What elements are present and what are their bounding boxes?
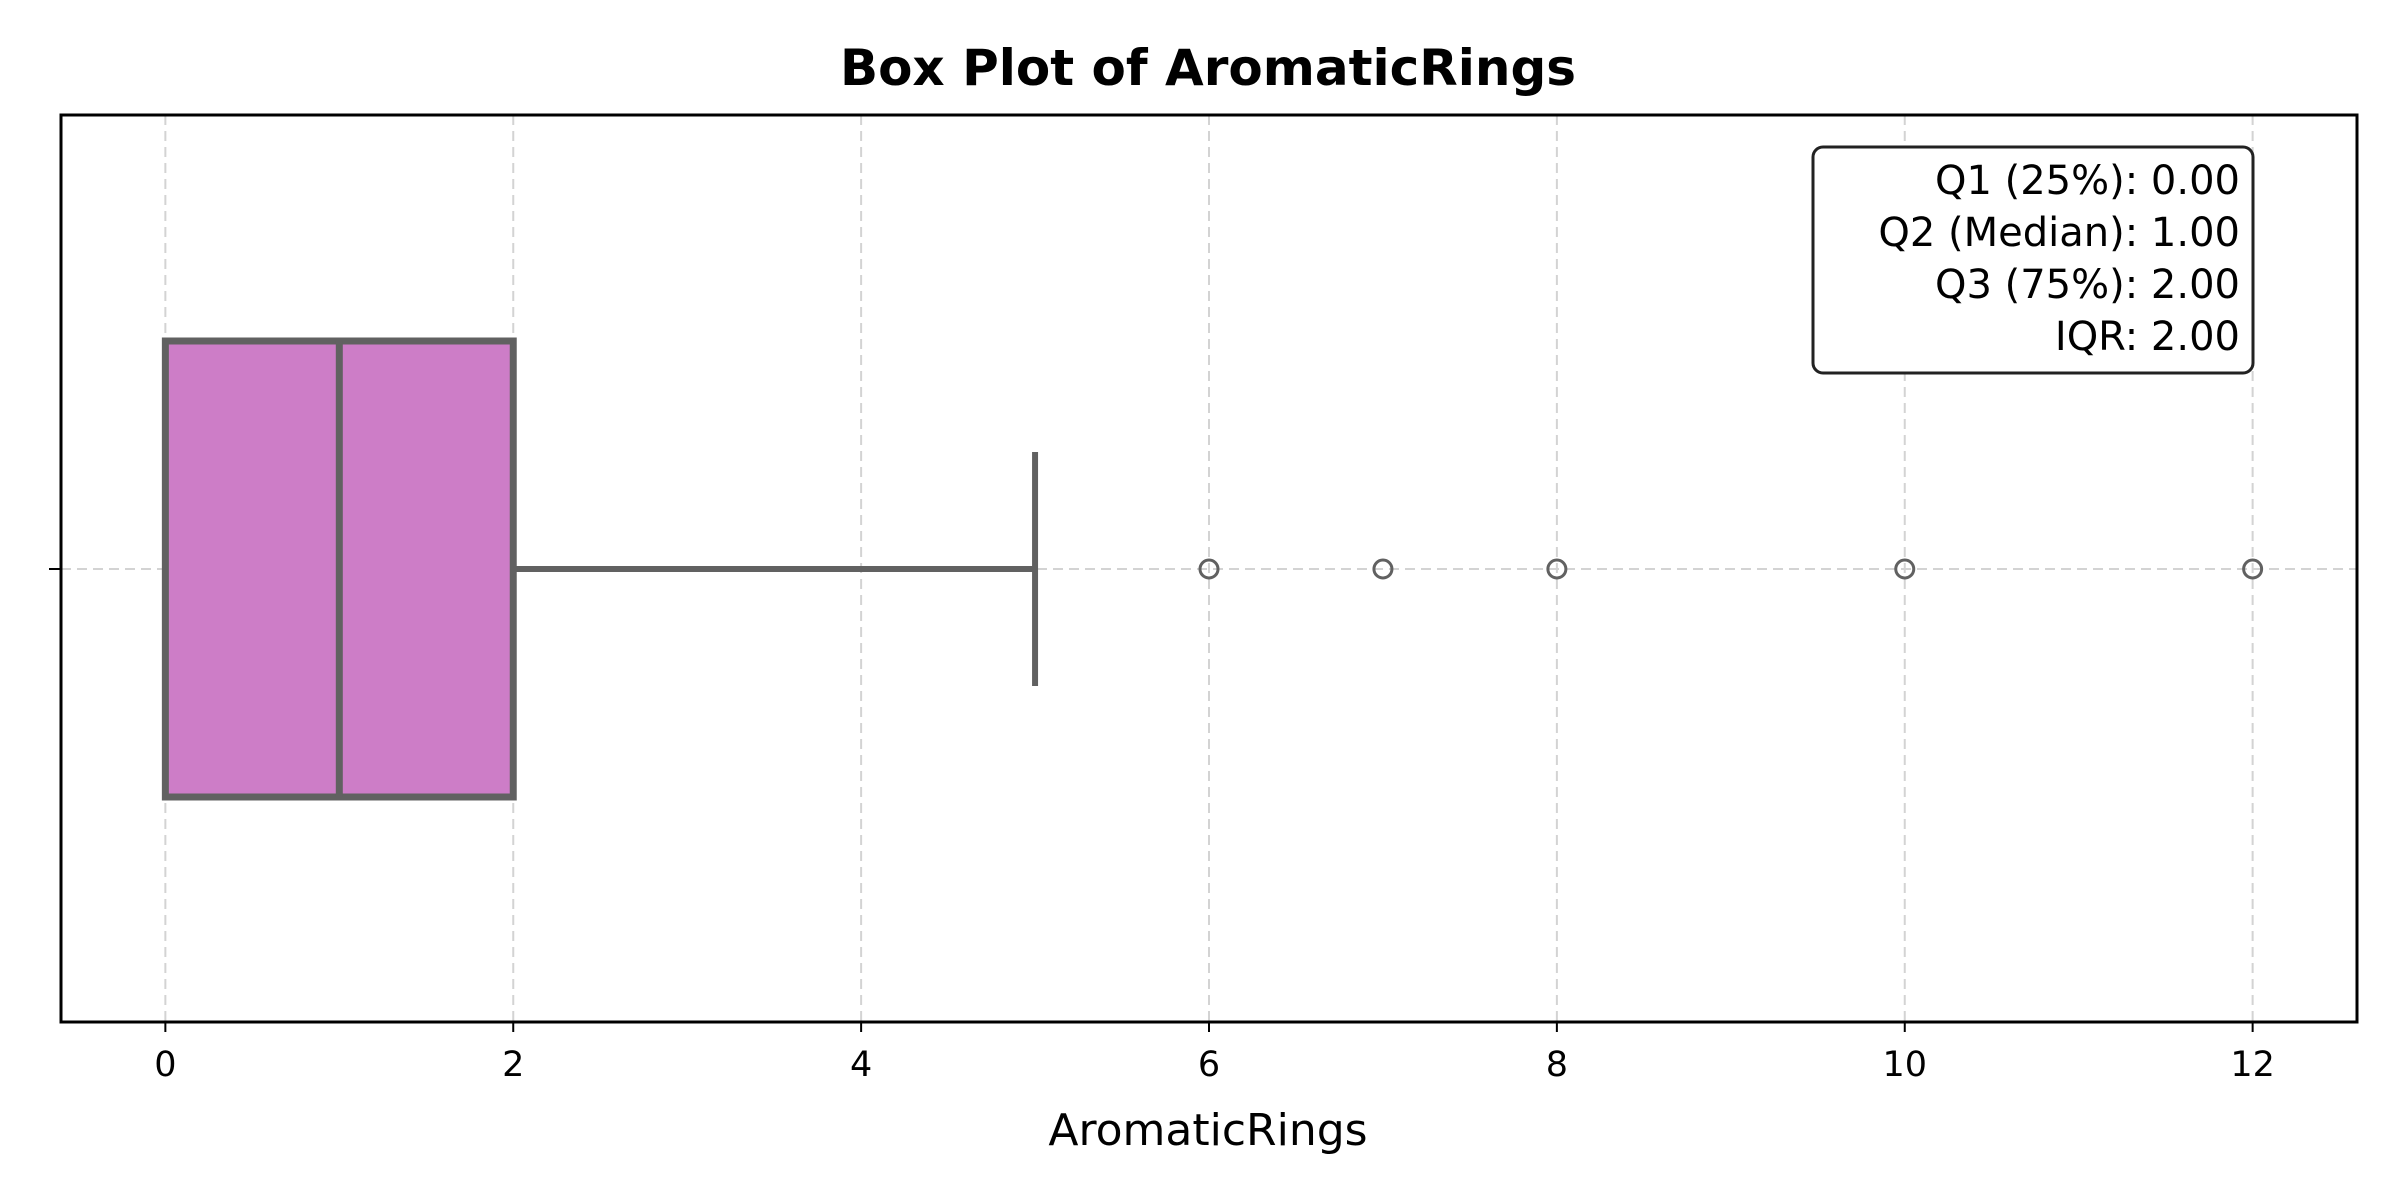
x-tick-label: 2 <box>502 1045 524 1085</box>
stats-median-text: Q2 (Median): 1.00 <box>1878 210 2240 256</box>
chart-title: Box Plot of AromaticRings <box>840 39 1576 97</box>
x-tick-label: 10 <box>1882 1045 1927 1085</box>
outlier-point <box>1198 558 1220 580</box>
stats-q3-text: Q3 (75%): 2.00 <box>1935 262 2240 308</box>
stats-iqr-text: IQR: 2.00 <box>2055 314 2240 360</box>
outlier-point <box>1894 558 1916 580</box>
x-tick-label: 12 <box>2230 1045 2275 1085</box>
x-tick-label: 0 <box>154 1045 176 1085</box>
outlier-point <box>1546 558 1568 580</box>
outlier-point <box>1372 558 1394 580</box>
outlier-point <box>2242 558 2264 580</box>
x-tick-label: 6 <box>1198 1045 1220 1085</box>
quartile-stats-box: Q1 (25%): 0.00 Q2 (Median): 1.00 Q3 (75%… <box>1811 145 2255 375</box>
x-tick-label: 8 <box>1546 1045 1568 1085</box>
box-plot <box>161 337 1039 801</box>
x-tick-label: 4 <box>850 1045 872 1085</box>
x-axis-label: AromaticRings <box>1048 1105 1367 1156</box>
x-axis-ticks: 0 2 4 6 8 10 12 <box>49 568 2275 1085</box>
stats-box-background <box>1811 145 2255 375</box>
outlier-points <box>1198 558 2264 580</box>
stats-q1-text: Q1 (25%): 0.00 <box>1935 158 2240 204</box>
